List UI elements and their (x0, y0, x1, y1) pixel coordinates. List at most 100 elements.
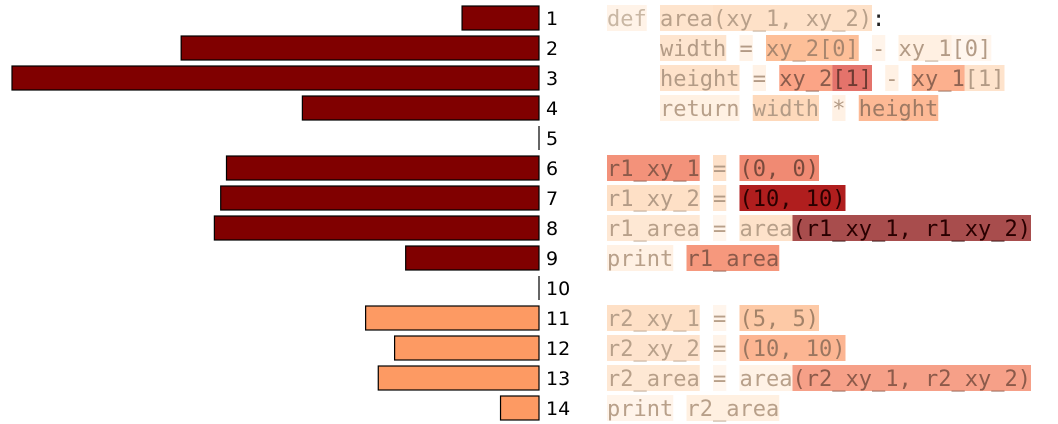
token-highlight (951, 35, 992, 61)
token-highlight (739, 305, 819, 331)
code-token: (0, 0) (740, 157, 820, 182)
code-token: [1] (832, 67, 872, 92)
token-highlight (832, 95, 846, 121)
code-token: r1_xy_1 (607, 157, 700, 182)
code-token: area (740, 217, 793, 242)
code-token: r1_xy_2 (607, 187, 700, 212)
token-highlight (964, 65, 1005, 91)
line-number: 1 (546, 8, 558, 30)
token-highlight (739, 35, 753, 61)
code-listing: def area (xy_1, xy_2):width = xy_2[0] - xy_1 [0… (607, 5, 1031, 422)
bar-line-11 (365, 305, 540, 331)
bar-line-6 (225, 155, 540, 181)
token-highlight (607, 305, 700, 331)
token-highlight (713, 335, 727, 361)
bar-line-14 (499, 395, 540, 421)
token-highlight (607, 215, 700, 241)
token-highlight (713, 365, 727, 391)
line-number: 2 (546, 38, 558, 60)
code-token: xy_2 (779, 67, 832, 92)
code-token: return (660, 97, 740, 122)
line-number: 3 (546, 68, 558, 90)
code-token: area (740, 367, 793, 392)
code-token: = (713, 367, 726, 392)
code-token: height (660, 67, 740, 92)
token-highlight (885, 65, 899, 91)
code-token: (xy_1, xy_2) (713, 7, 872, 32)
code-token: r2_xy_2 (607, 337, 700, 362)
token-highlight (686, 395, 780, 421)
token-highlight (858, 95, 939, 121)
code-token: - (872, 37, 885, 62)
token-highlight (832, 65, 872, 91)
code-token: r2_area (687, 397, 780, 422)
token-highlight (713, 185, 727, 211)
code-token: r1_area (607, 217, 700, 242)
token-highlight (739, 155, 819, 181)
token-highlight (739, 335, 846, 361)
bar-line-8 (213, 215, 540, 241)
code-token: xy_2[0] (766, 37, 859, 62)
bar-line-3 (11, 65, 540, 91)
token-highlight (739, 365, 793, 391)
code-token: = (713, 217, 726, 242)
token-highlight (607, 335, 700, 361)
code-token: (10, 10) (740, 187, 846, 212)
code-token: width (660, 37, 726, 62)
line-number: 6 (546, 158, 558, 180)
token-highlight (713, 5, 872, 31)
token-highlight (792, 215, 1031, 241)
code-token: r2_area (607, 367, 700, 392)
token-highlight (911, 65, 965, 91)
code-token: - (885, 67, 898, 92)
line-number: 8 (546, 218, 558, 240)
line-number: 12 (546, 338, 570, 360)
token-highlight (607, 395, 674, 421)
code-token: height (859, 97, 939, 122)
code-token: print (607, 397, 673, 422)
code-token: (r1_xy_1, r1_xy_2) (793, 217, 1032, 242)
token-highlight (792, 365, 1031, 391)
attribution-bars (11, 5, 540, 421)
code-token: = (753, 67, 766, 92)
token-highlight (752, 95, 819, 121)
token-highlight (713, 305, 727, 331)
code-token: r1_area (687, 247, 780, 272)
line-number: 14 (546, 398, 570, 420)
token-highlight (660, 35, 727, 61)
token-highlight (660, 65, 740, 91)
line-number: 4 (546, 98, 558, 120)
code-token: width (753, 97, 819, 122)
line-number: 5 (546, 128, 558, 150)
code-token: area (660, 7, 713, 32)
token-highlight (739, 215, 793, 241)
code-token: = (713, 187, 726, 212)
token-highlight (660, 95, 740, 121)
token-highlight (607, 365, 700, 391)
token-highlight (779, 65, 833, 91)
bar-line-9 (405, 245, 540, 271)
code-token: (5, 5) (740, 307, 820, 332)
bar-line-7 (220, 185, 540, 211)
line-number: 13 (546, 368, 570, 390)
code-token: print (607, 247, 673, 272)
code-token: (r2_xy_1, r2_xy_2) (793, 367, 1032, 392)
code-token: (10, 10) (740, 337, 846, 362)
token-highlight (607, 245, 674, 271)
token-highlight (607, 5, 647, 31)
bar-line-2 (180, 35, 540, 61)
bar-line-4 (301, 95, 540, 121)
code-token: = (740, 37, 753, 62)
token-highlight (660, 5, 713, 31)
code-token: * (832, 97, 845, 122)
code-token: def (607, 7, 647, 32)
line-number: 11 (546, 308, 570, 330)
token-highlight (607, 155, 700, 181)
code-token: = (713, 157, 726, 182)
bar-line-1 (461, 5, 540, 31)
token-highlight (713, 155, 727, 181)
token-highlight (686, 245, 780, 271)
code-token: xy_1 (912, 67, 965, 92)
